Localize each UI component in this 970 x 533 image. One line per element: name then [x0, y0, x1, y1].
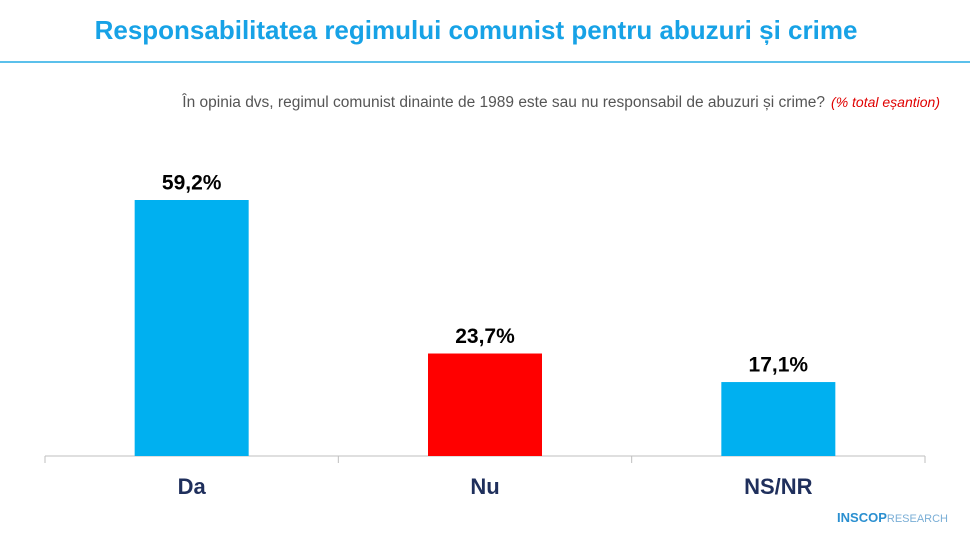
bar [428, 353, 542, 456]
bar [721, 382, 836, 456]
subtitle-note: (% total eșantion) [831, 94, 940, 110]
subtitle-text: În opinia dvs, regimul comunist dinainte… [181, 94, 825, 111]
bar [134, 200, 249, 456]
value-label: 17,1% [749, 354, 809, 377]
x-tick-label: NS/NR [744, 474, 813, 499]
logo-brand: INSCOP [837, 510, 887, 525]
logo-suffix: RESEARCH [887, 513, 948, 525]
x-tick-label: Da [178, 474, 207, 499]
subtitle: În opinia dvs, regimul comunist dinainte… [181, 94, 940, 111]
value-label: 23,7% [455, 325, 515, 348]
value-label: 59,2% [162, 172, 222, 195]
x-tick-label: Nu [470, 474, 499, 499]
logo: INSCOPRESEARCH [837, 510, 948, 525]
chart-title: Responsabilitatea regimului comunist pen… [95, 15, 858, 45]
